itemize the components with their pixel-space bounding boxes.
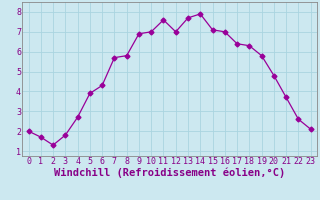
X-axis label: Windchill (Refroidissement éolien,°C): Windchill (Refroidissement éolien,°C)	[54, 168, 285, 178]
